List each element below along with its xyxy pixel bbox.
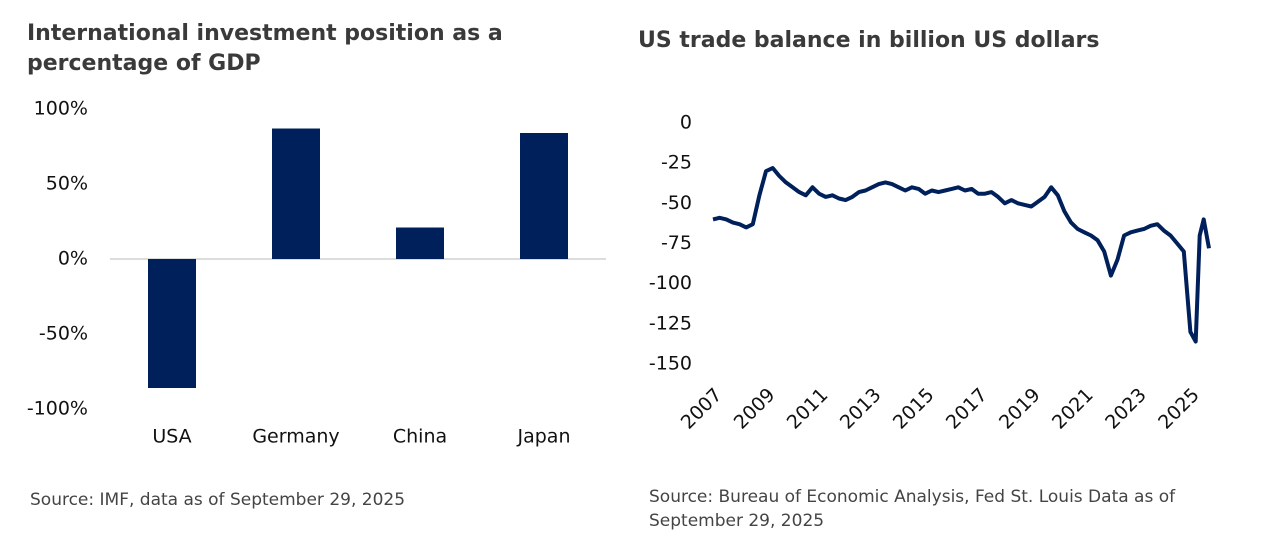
y-tick-label: -100: [649, 272, 692, 294]
x-tick-label: 2025: [1154, 384, 1204, 434]
x-tick-label: Germany: [252, 426, 339, 448]
x-tick-label: 2017: [942, 384, 992, 434]
chart-title: International investment position as a p…: [27, 21, 503, 76]
x-tick-label: 2023: [1101, 384, 1151, 434]
y-tick-label: -75: [661, 232, 692, 254]
y-tick-label: 50%: [46, 173, 88, 195]
x-tick-label: 2013: [836, 384, 886, 434]
x-tick-label: 2011: [783, 384, 833, 434]
x-tick-label: 2021: [1048, 384, 1098, 434]
y-tick-label: -50: [661, 192, 692, 214]
x-tick-label: 2015: [889, 384, 939, 434]
bar: [272, 128, 320, 259]
y-tick-label: 0%: [58, 248, 88, 270]
y-tick-label: 100%: [34, 98, 88, 120]
bar: [396, 227, 444, 259]
x-tick-label: Japan: [517, 426, 571, 448]
line: [712, 166, 1211, 344]
y-tick-label: -125: [649, 312, 692, 334]
y-tick-label: 0: [680, 112, 692, 134]
y-tick-label: -50%: [39, 323, 88, 345]
y-tick-label: -25: [661, 152, 692, 174]
source: Source: IMF, data as of September 29, 20…: [30, 490, 406, 510]
y-tick-label: -150: [649, 353, 692, 375]
x-tick-label: China: [393, 426, 447, 448]
y-tick-label: -100%: [27, 398, 88, 420]
x-tick-label: 2007: [677, 384, 727, 434]
chart-title: US trade balance in billion US dollars: [638, 28, 1100, 53]
source: Source: Bureau of Economic Analysis, Fed…: [649, 487, 1176, 531]
bar: [148, 259, 196, 388]
x-tick-label: 2019: [995, 384, 1045, 434]
x-tick-label: 2009: [730, 384, 780, 434]
x-tick-label: USA: [152, 426, 191, 448]
bar: [520, 133, 568, 259]
